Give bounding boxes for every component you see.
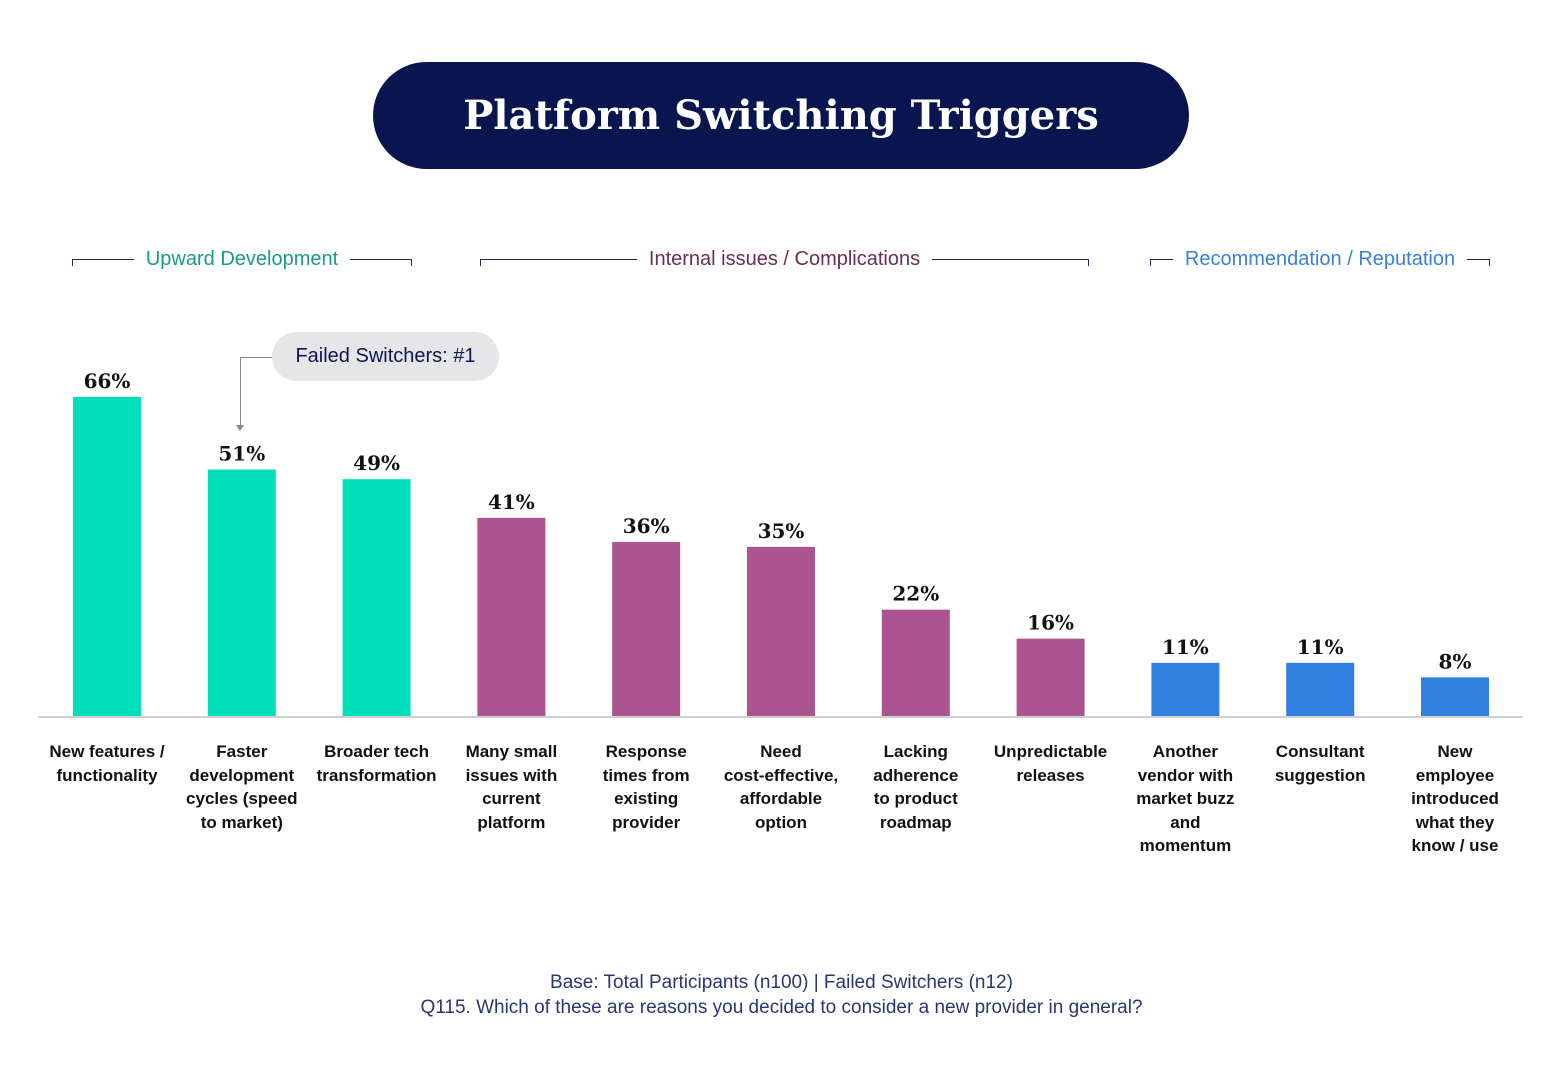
- failed-switchers-callout: Failed Switchers: #1: [272, 332, 499, 381]
- group-bracket-right: [350, 258, 413, 266]
- bar: [1421, 677, 1489, 716]
- data-label: 49%: [353, 451, 400, 475]
- data-label: 22%: [892, 582, 939, 606]
- category-label: Need cost-effective, affordable option: [723, 742, 839, 832]
- category-label: Many small issues with current platform: [465, 742, 558, 832]
- group-label: Upward Development: [145, 247, 339, 270]
- footer-base: Base: Total Participants (n100) | Failed…: [550, 972, 1013, 993]
- data-label: 51%: [218, 442, 265, 466]
- group-bracket-right: [1467, 258, 1490, 266]
- category-label: Faster development cycles (speed to mark…: [186, 742, 298, 832]
- footer-question: Q115. Which of these are reasons you dec…: [420, 997, 1143, 1018]
- bar: [881, 609, 950, 716]
- category-label: Unpredictable releases: [993, 742, 1108, 785]
- group-bracket-left: [480, 258, 637, 266]
- callout-arrow-icon: [236, 425, 244, 431]
- group-header-upward-development: Upward Development: [72, 244, 413, 274]
- data-label: 41%: [488, 490, 535, 514]
- data-label: 11%: [1297, 635, 1344, 659]
- category-label: New employee introduced what they know /…: [1411, 742, 1499, 855]
- bar: [477, 517, 546, 716]
- bar: [1151, 662, 1220, 716]
- bar: [612, 542, 681, 716]
- bar: [342, 479, 411, 716]
- category-label: Another vendor with market buzz and mome…: [1136, 742, 1235, 855]
- data-label: 66%: [84, 369, 131, 393]
- bar: [1286, 662, 1355, 716]
- data-label: 16%: [1027, 611, 1074, 635]
- chart-title: Platform Switching Triggers: [463, 92, 1099, 139]
- group-header-recommendation: Recommendation / Reputation: [1150, 244, 1490, 274]
- bar: [1016, 638, 1085, 716]
- data-label: 35%: [758, 519, 805, 543]
- bar: [747, 546, 815, 716]
- group-bracket-left: [72, 258, 134, 266]
- group-header-internal-issues: Internal issues / Complications: [480, 244, 1090, 274]
- category-label: Broader tech transformation: [316, 742, 437, 785]
- group-label: Internal issues / Complications: [648, 247, 921, 270]
- chart-title-pill: Platform Switching Triggers: [373, 62, 1189, 169]
- bar: [207, 469, 276, 716]
- group-label: Recommendation / Reputation: [1184, 247, 1456, 270]
- group-bracket-right: [932, 258, 1090, 266]
- category-label: Lacking adherence to product roadmap: [873, 742, 959, 832]
- category-label: New features / functionality: [49, 742, 165, 785]
- data-label: 8%: [1439, 649, 1472, 673]
- callout-connector: [240, 357, 273, 428]
- callout-label: Failed Switchers: #1: [295, 345, 476, 367]
- category-label: Response times from existing provider: [602, 742, 690, 832]
- data-label: 36%: [623, 514, 670, 538]
- bar: [73, 397, 141, 716]
- data-label: 11%: [1162, 635, 1209, 659]
- group-bracket-left: [1150, 258, 1173, 266]
- category-label: Consultant suggestion: [1274, 742, 1366, 785]
